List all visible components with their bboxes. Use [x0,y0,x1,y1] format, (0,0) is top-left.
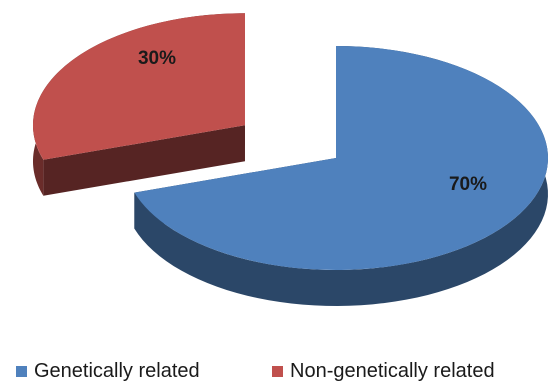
pie-chart: 70% 30% [32,13,548,306]
legend-label-genetically-related: Genetically related [34,360,200,382]
data-label-non-genetically-related: 30% [138,48,176,69]
legend: Genetically related Non-genetically rela… [0,360,549,390]
legend-swatch-non-genetically-related [272,366,283,377]
legend-swatch-genetically-related [16,366,27,377]
slice-side-non-genetically-related-0 [43,125,245,196]
legend-item-genetically-related: Genetically related [16,360,200,383]
legend-item-non-genetically-related: Non-genetically related [272,360,495,383]
data-label-genetically-related: 70% [449,174,487,195]
legend-label-non-genetically-related: Non-genetically related [290,360,495,382]
slice-non-genetically-related [32,13,245,160]
slice-genetically-related [134,46,548,270]
